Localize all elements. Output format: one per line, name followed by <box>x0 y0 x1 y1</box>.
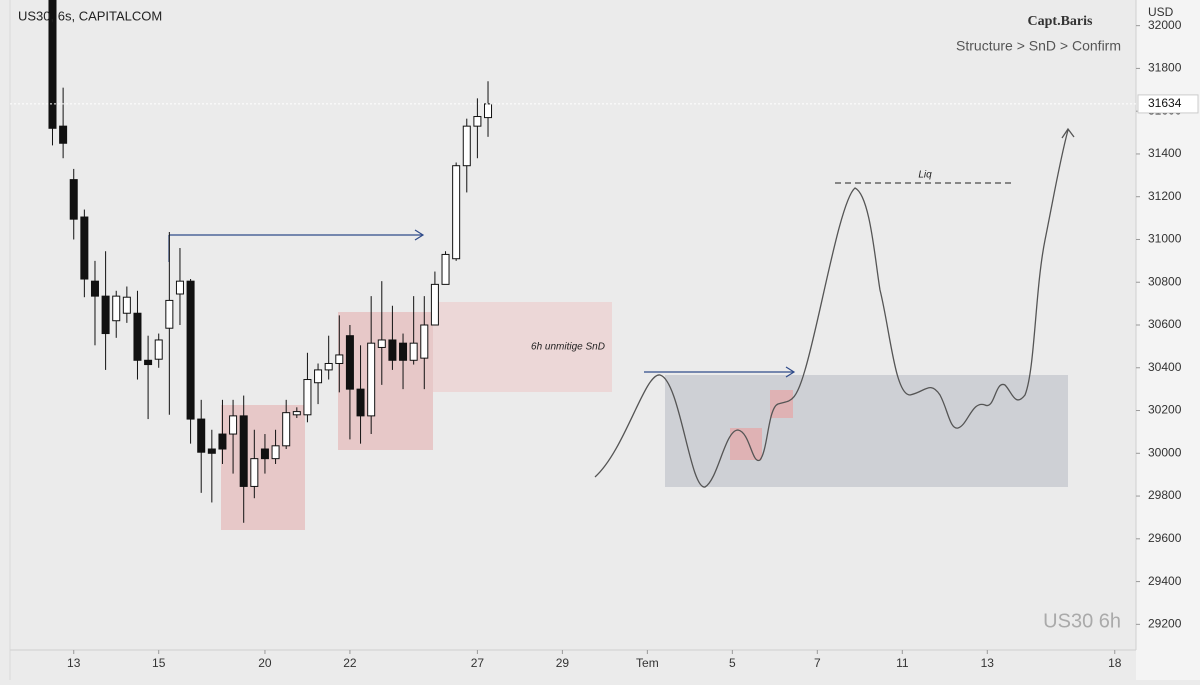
x-tick-label: 13 <box>67 656 81 670</box>
x-tick-label: 13 <box>981 656 995 670</box>
candle-body <box>388 339 397 361</box>
candle-body <box>154 339 163 360</box>
candle-body <box>292 411 301 416</box>
candle-body <box>80 216 89 280</box>
arrow-head <box>414 229 425 241</box>
candle-body <box>377 339 386 348</box>
candle-body <box>186 280 195 420</box>
x-tick-label: 15 <box>152 656 166 670</box>
y-tick-label: 30400 <box>1148 360 1182 374</box>
y-tick-label: 32000 <box>1148 18 1182 32</box>
candle-body <box>282 412 291 447</box>
x-tick-label: 22 <box>343 656 357 670</box>
author: Capt.Baris <box>1028 14 1094 29</box>
candle-body <box>356 388 365 417</box>
y-tick-label: 29800 <box>1148 488 1182 502</box>
y-tick-label: 31000 <box>1148 232 1182 246</box>
y-tick-label: 31800 <box>1148 61 1182 75</box>
arrow-head <box>1061 127 1075 139</box>
y-tick-label: 31200 <box>1148 189 1182 203</box>
symbol-title: US30, 6s, CAPITALCOM <box>18 8 162 23</box>
candle-body <box>175 280 184 295</box>
grey-zone <box>665 375 1068 487</box>
projection-path <box>594 129 1069 488</box>
axis: 29200 29400 29600 29800 30000 30200 30400 30600… <box>67 18 1182 670</box>
x-tick-label: 27 <box>471 656 485 670</box>
subtitle: Structure > SnD > Confirm <box>956 38 1121 54</box>
liq-label: Liq <box>918 170 932 181</box>
last-price-label: 31634 <box>1148 96 1182 110</box>
x-tick-label: 18 <box>1108 656 1122 670</box>
candle-body <box>48 0 57 129</box>
candle-body <box>207 448 216 454</box>
candles <box>48 0 493 523</box>
zone-label: 6h unmitige SnD <box>531 342 605 353</box>
x-tick-label: 7 <box>814 656 821 670</box>
candle-body <box>229 415 238 435</box>
candle-body <box>441 253 450 285</box>
y-tick-label: 30000 <box>1148 445 1182 459</box>
candle-body <box>90 280 99 297</box>
candle-body <box>430 283 439 326</box>
y-tick-label: 30800 <box>1148 274 1182 288</box>
candle-body <box>239 415 248 487</box>
candle-body <box>409 342 418 361</box>
candle-body <box>165 299 174 329</box>
candle-body <box>345 335 354 390</box>
small-zone <box>770 390 793 418</box>
candle-body <box>452 165 461 260</box>
candle-body <box>324 362 333 371</box>
candle-body <box>399 342 408 361</box>
x-tick-label: 5 <box>729 656 736 670</box>
axis-unit: USD <box>1148 5 1174 19</box>
watermark: US30 6h <box>1043 610 1121 632</box>
candle-body <box>260 448 269 460</box>
x-tick-label: 29 <box>556 656 570 670</box>
y-tick-label: 29200 <box>1148 617 1182 631</box>
x-tick-label: Tem <box>636 656 659 670</box>
candle-body <box>197 418 206 453</box>
candle-body <box>133 312 142 361</box>
candle-body <box>144 359 153 366</box>
x-tick-label: 20 <box>258 656 272 670</box>
candle-body <box>367 342 376 417</box>
candle-body <box>420 324 429 359</box>
arrow-head <box>785 366 796 378</box>
candle-body <box>314 369 323 384</box>
last-price-tag <box>1137 94 1199 114</box>
candle-body <box>303 379 312 416</box>
y-tick-label: 29400 <box>1148 574 1182 588</box>
candle-body <box>122 296 131 314</box>
y-tick-label: 29600 <box>1148 531 1182 545</box>
y-tick-label: 31400 <box>1148 146 1182 160</box>
x-tick-label: 11 <box>896 656 909 670</box>
candle-body <box>59 125 68 144</box>
candle-body <box>335 354 344 364</box>
candle-body <box>101 295 110 335</box>
candle-body <box>473 116 482 127</box>
y-tick-label: 30200 <box>1148 403 1182 417</box>
candle-body <box>250 458 259 487</box>
small-zone <box>730 428 762 460</box>
candle-body <box>112 295 121 322</box>
y-tick-label: 30600 <box>1148 317 1182 331</box>
supply-demand-zone <box>433 302 612 392</box>
candle-body <box>218 433 227 450</box>
candle-body <box>462 125 471 167</box>
candle-body <box>271 445 280 460</box>
candle-body <box>484 103 493 119</box>
candle-body <box>69 179 78 220</box>
